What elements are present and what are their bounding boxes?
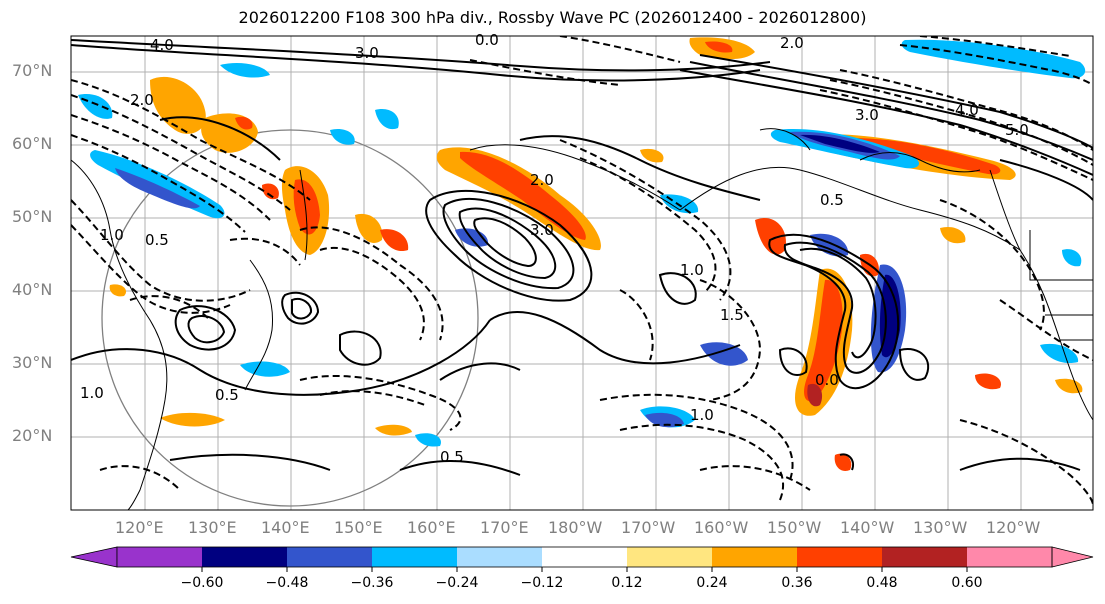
contour-label: 1.0	[690, 406, 714, 424]
colorbar-segment	[712, 547, 797, 567]
colorbar-tick-label: −0.12	[520, 575, 564, 591]
contour-labels: 4.0 3.0 0.0 2.0 1.0 0.5 1.5 5.0 4.0 3.0 …	[80, 31, 1029, 466]
lon-label: 140°W	[840, 518, 895, 537]
lat-label: 70°N	[12, 61, 53, 80]
contour-label: 1.0	[80, 384, 104, 402]
dashed-contours	[71, 36, 1093, 506]
colorbar-segment	[457, 547, 542, 567]
contour-label: 0.5	[820, 191, 844, 209]
contour-label: 4.0	[955, 101, 979, 119]
contour-label: 0.5	[440, 448, 464, 466]
convergence-fills	[78, 39, 1086, 447]
lon-label: 140°E	[261, 518, 310, 537]
lat-label: 30°N	[12, 353, 53, 372]
lon-label: 130°E	[188, 518, 237, 537]
contour-label: 3.0	[530, 221, 554, 239]
coastlines	[71, 128, 1093, 510]
contour-label: 3.0	[355, 44, 379, 62]
contour-label: 2.0	[780, 34, 804, 52]
contour-label: 1.0	[680, 261, 704, 279]
lon-label: 120°E	[115, 518, 164, 537]
map-title: 2026012200 F108 300 hPa div., Rossby Wav…	[238, 8, 867, 27]
reference-circle	[101, 129, 479, 507]
lon-label: 120°W	[986, 518, 1041, 537]
contour-label: 5.0	[1005, 121, 1029, 139]
colorbar-segment	[542, 547, 627, 567]
contour-label: 2.0	[130, 91, 154, 109]
colorbar-tick-label: 0.12	[611, 575, 643, 591]
contour-label: 4.0	[150, 36, 174, 54]
colorbar-tick-label: −0.60	[180, 575, 224, 591]
colorbar-outline	[116, 546, 1053, 568]
colorbar-segment	[627, 547, 712, 567]
colorbar-segment	[882, 547, 967, 567]
lon-label: 180°W	[548, 518, 603, 537]
colorbar-tick-label: 0.24	[696, 575, 728, 591]
lon-label: 170°W	[621, 518, 676, 537]
lat-label: 50°N	[12, 207, 53, 226]
colorbar-under-triangle	[70, 546, 118, 568]
lon-label: 150°E	[334, 518, 383, 537]
contour-label: 1.5	[720, 306, 744, 324]
colorbar-segment	[287, 547, 372, 567]
gridlines	[71, 36, 1093, 510]
contour-label: 0.5	[215, 386, 239, 404]
contour-label: 0.5	[145, 231, 169, 249]
colorbar-segment	[797, 547, 882, 567]
colorbar-tick-label: 0.48	[866, 575, 898, 591]
colorbar-tick-label: −0.36	[350, 575, 394, 591]
colorbar-tick-label: −0.48	[265, 575, 309, 591]
colorbar-segment	[967, 547, 1052, 567]
contour-label: 0.0	[815, 371, 839, 389]
colorbar-segment	[202, 547, 287, 567]
contour-label: 1.0	[100, 226, 124, 244]
contour-label: 2.0	[530, 171, 554, 189]
lon-label: 130°W	[913, 518, 968, 537]
map-frame	[70, 35, 1094, 511]
lat-label: 20°N	[12, 426, 53, 445]
colorbar-over-triangle	[1051, 546, 1094, 568]
colorbar-tick-label: 0.60	[951, 575, 983, 591]
lat-label: 60°N	[12, 134, 53, 153]
colorbar-tick-label: 0.36	[781, 575, 813, 591]
colorbar	[70, 546, 1094, 572]
colorbar-ticks	[201, 567, 968, 572]
lon-label: 150°W	[767, 518, 822, 537]
lon-label: 160°W	[694, 518, 749, 537]
lon-label: 160°E	[407, 518, 456, 537]
colorbar-segment	[372, 547, 457, 567]
lon-label: 170°E	[480, 518, 529, 537]
contour-label: 3.0	[855, 106, 879, 124]
lat-label: 40°N	[12, 280, 53, 299]
colorbar-segment	[117, 547, 202, 567]
contour-label: 0.0	[475, 31, 499, 49]
colorbar-tick-label: −0.24	[435, 575, 479, 591]
